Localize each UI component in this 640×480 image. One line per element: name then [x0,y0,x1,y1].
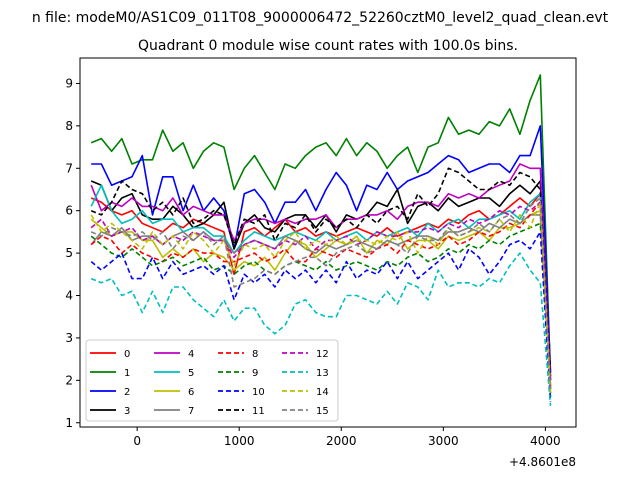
figure-suptitle: n file: modeM0/AS1C09_011T08_9000006472_… [32,10,609,26]
x-tick-label: 0 [133,434,141,448]
series-line-4 [90,163,552,381]
legend-label-7: 7 [188,406,194,417]
x-tick-label: 3000 [428,434,459,448]
legend-label-12: 12 [316,349,329,360]
legend-label-2: 2 [124,387,130,398]
series-line-0 [90,192,552,389]
legend-label-11: 11 [252,406,265,417]
legend-label-8: 8 [252,349,258,360]
y-tick-label: 5 [65,246,73,260]
legend-label-14: 14 [316,387,329,398]
series-line-13 [90,252,552,406]
chart-title: Quadrant 0 module wise count rates with … [138,38,518,54]
legend-label-9: 9 [252,368,258,379]
y-tick-label: 7 [65,161,73,175]
legend-label-3: 3 [124,406,130,417]
legend-label-15: 15 [316,406,329,417]
y-tick-label: 1 [65,416,73,430]
x-tick-label: 2000 [326,434,357,448]
series-line-11 [90,167,552,377]
x-tick-label: 4000 [530,434,561,448]
plot-frame [79,57,577,428]
x-tick-label: 1000 [224,434,255,448]
series-line-5 [90,184,552,394]
series-line-15 [90,197,552,394]
series-layer [90,74,552,406]
series-line-9 [90,222,552,398]
series-line-14 [90,201,552,394]
series-line-12 [90,201,552,385]
legend-frame [85,339,339,422]
y-tick-label: 4 [65,289,73,303]
series-line-3 [90,180,552,381]
y-tick-label: 6 [65,204,73,218]
series-line-6 [90,209,552,389]
legend-label-13: 13 [316,368,329,379]
legend-label-0: 0 [124,349,130,360]
legend-label-5: 5 [188,368,194,379]
series-line-8 [90,201,552,389]
series-line-1 [90,74,552,377]
x-offset-text: +4.8601e8 [509,455,576,469]
legend-label-1: 1 [124,368,130,379]
legend-label-10: 10 [252,387,265,398]
y-tick-label: 9 [65,76,73,90]
y-tick-label: 2 [65,373,73,387]
legend-label-6: 6 [188,387,194,398]
y-tick-label: 8 [65,119,73,133]
legend-label-4: 4 [188,349,194,360]
y-tick-label: 3 [65,331,73,345]
series-line-10 [90,231,552,402]
series-line-2 [91,125,552,372]
